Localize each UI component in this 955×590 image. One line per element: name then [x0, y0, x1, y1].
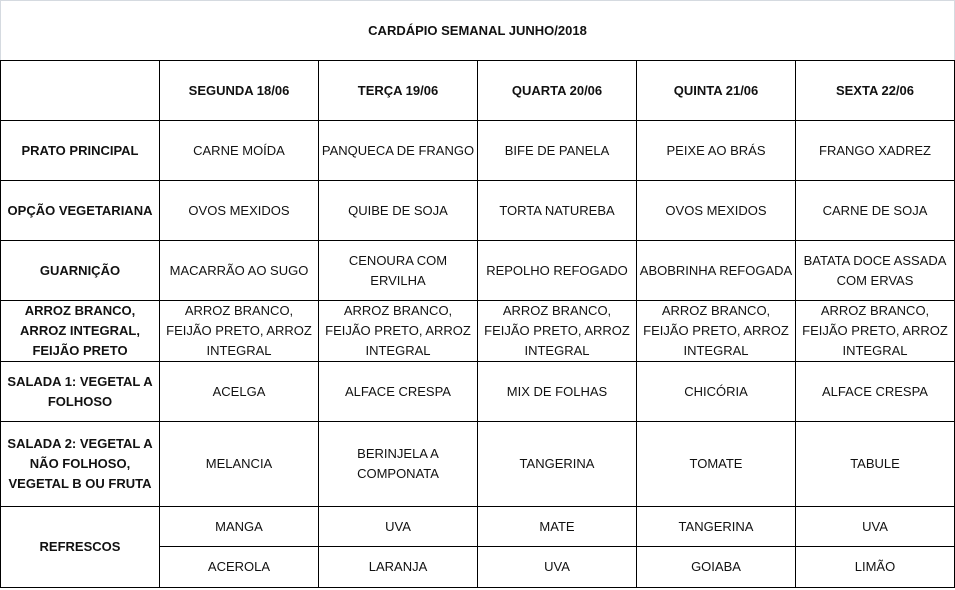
- menu-cell: ARROZ BRANCO, FEIJÃO PRETO, ARROZ INTEGR…: [318, 300, 478, 362]
- table-row: OPÇÃO VEGETARIANA OVOS MEXIDOS QUIBE DE SO…: [0, 180, 955, 241]
- row-label: GUARNIÇÃO: [0, 240, 160, 301]
- table-row: SALADA 2: VEGETAL A NÃO FOLHOSO, VEGETAL…: [0, 421, 955, 507]
- menu-cell: TABULE: [795, 421, 955, 507]
- menu-cell: CHICÓRIA: [636, 361, 796, 422]
- row-label: OPÇÃO VEGETARIANA: [0, 180, 160, 241]
- weekly-menu-table: SEGUNDA 18/06 TERÇA 19/06 QUARTA 20/06 QUIN…: [0, 60, 955, 588]
- menu-cell: OVOS MEXIDOS: [636, 180, 796, 241]
- menu-cell: ACELGA: [159, 361, 319, 422]
- menu-title: CARDÁPIO SEMANAL JUNHO/2018: [0, 0, 955, 60]
- empty-corner-cell: [0, 60, 160, 121]
- row-label: ARROZ BRANCO, ARROZ INTEGRAL, FEIJÃO PRE…: [0, 300, 160, 362]
- menu-cell: ARROZ BRANCO, FEIJÃO PRETO, ARROZ INTEGR…: [795, 300, 955, 362]
- menu-cell: TORTA NATUREBA: [477, 180, 637, 241]
- refresco-cell: MATE: [477, 506, 637, 547]
- refresco-cell: LIMÃO: [795, 546, 955, 588]
- menu-cell: FRANGO XADREZ: [795, 120, 955, 181]
- menu-cell: ALFACE CRESPA: [795, 361, 955, 422]
- menu-cell: ALFACE CRESPA: [318, 361, 478, 422]
- menu-cell: TANGERINA: [477, 421, 637, 507]
- refresco-cell: ACEROLA: [159, 546, 319, 588]
- refresco-cell: UVA: [318, 506, 478, 547]
- day-header: QUINTA 21/06: [636, 60, 796, 121]
- menu-cell: PANQUECA DE FRANGO: [318, 120, 478, 181]
- menu-cell: CARNE MOÍDA: [159, 120, 319, 181]
- row-label: SALADA 2: VEGETAL A NÃO FOLHOSO, VEGETAL…: [0, 421, 160, 507]
- table-row: PRATO PRINCIPAL CARNE MOÍDA PANQUECA DE FR…: [0, 120, 955, 181]
- day-header: TERÇA 19/06: [318, 60, 478, 121]
- table-row: GUARNIÇÃO MACARRÃO AO SUGO CENOURA COM ERV…: [0, 240, 955, 301]
- menu-cell: MELANCIA: [159, 421, 319, 507]
- menu-cell: BIFE DE PANELA: [477, 120, 637, 181]
- menu-cell: PEIXE AO BRÁS: [636, 120, 796, 181]
- refresco-cell: UVA: [795, 506, 955, 547]
- refrescos-row-2: ACEROLA LARANJA UVA GOIABA LIMÃO: [1, 546, 955, 588]
- menu-cell: MIX DE FOLHAS: [477, 361, 637, 422]
- menu-cell: QUIBE DE SOJA: [318, 180, 478, 241]
- table-row: SALADA 1: VEGETAL A FOLHOSO ACELGA ALFACE …: [0, 361, 955, 422]
- menu-cell: ARROZ BRANCO, FEIJÃO PRETO, ARROZ INTEGR…: [159, 300, 319, 362]
- menu-cell: BATATA DOCE ASSADA COM ERVAS: [795, 240, 955, 301]
- day-header: SEGUNDA 18/06: [159, 60, 319, 121]
- row-label: SALADA 1: VEGETAL A FOLHOSO: [0, 361, 160, 422]
- refresco-cell: LARANJA: [318, 546, 478, 588]
- refresco-cell: TANGERINA: [636, 506, 796, 547]
- menu-cell: REPOLHO REFOGADO: [477, 240, 637, 301]
- table-row: ARROZ BRANCO, ARROZ INTEGRAL, FEIJÃO PRE…: [0, 300, 955, 362]
- row-label: PRATO PRINCIPAL: [0, 120, 160, 181]
- refresco-cell: MANGA: [159, 506, 319, 547]
- menu-cell: BERINJELA A COMPONATA: [318, 421, 478, 507]
- refresco-cell: GOIABA: [636, 546, 796, 588]
- menu-cell: MACARRÃO AO SUGO: [159, 240, 319, 301]
- day-header: SEXTA 22/06: [795, 60, 955, 121]
- menu-cell: CARNE DE SOJA: [795, 180, 955, 241]
- menu-cell: ARROZ BRANCO, FEIJÃO PRETO, ARROZ INTEGR…: [477, 300, 637, 362]
- row-label-refrescos: REFRESCOS: [0, 506, 160, 588]
- menu-cell: CENOURA COM ERVILHA: [318, 240, 478, 301]
- header-row: SEGUNDA 18/06 TERÇA 19/06 QUARTA 20/06 QUIN…: [0, 60, 955, 121]
- menu-cell: OVOS MEXIDOS: [159, 180, 319, 241]
- menu-cell: TOMATE: [636, 421, 796, 507]
- day-header: QUARTA 20/06: [477, 60, 637, 121]
- refrescos-row-1: REFRESCOS MANGA UVA MATE TANGERINA UVA: [0, 506, 955, 588]
- menu-cell: ABOBRINHA REFOGADA: [636, 240, 796, 301]
- menu-cell: ARROZ BRANCO, FEIJÃO PRETO, ARROZ INTEGR…: [636, 300, 796, 362]
- refresco-cell: UVA: [477, 546, 637, 588]
